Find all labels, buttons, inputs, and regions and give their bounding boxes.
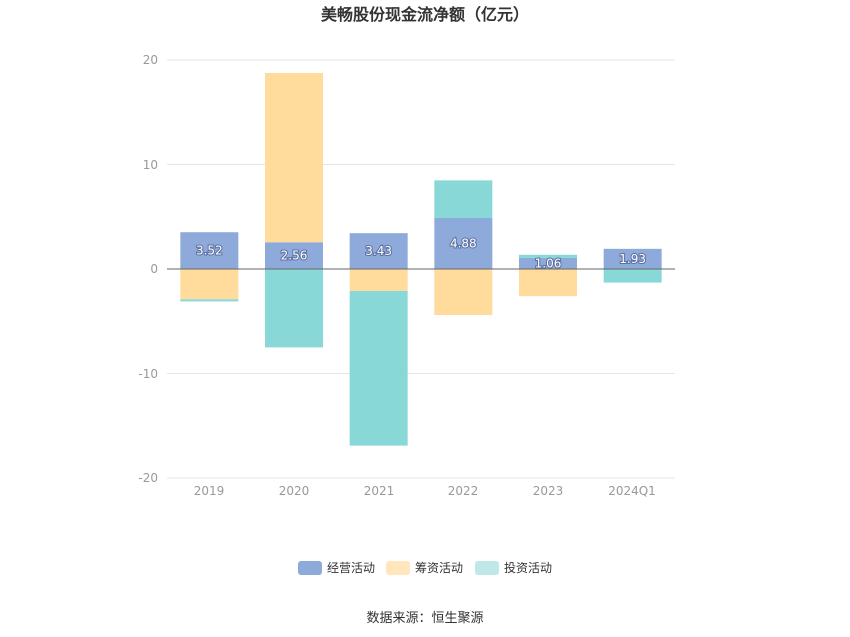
x-tick-label: 2019 (194, 484, 225, 498)
x-tick-label: 2022 (448, 484, 479, 498)
data-label: 3.43 (365, 244, 392, 258)
legend-swatch (298, 561, 322, 575)
data-labels: 3.52 2.56 3.43 4.88 1.06 1.93 (195, 236, 647, 272)
bar-2024Q1-series-2[interactable] (603, 269, 662, 283)
legend-item-investing[interactable]: 投资活动 (475, 560, 552, 575)
grid-lines (167, 59, 675, 479)
x-tick-label: 2020 (279, 484, 310, 498)
chart-title: 美畅股份现金流净额（亿元） (321, 5, 529, 24)
data-label: 2.56 (281, 249, 308, 263)
y-tick-label: -20 (138, 471, 158, 485)
bar-2021-series-2[interactable] (349, 290, 408, 446)
x-tick-label: 2023 (533, 484, 564, 498)
bar-2019-series-0[interactable] (180, 232, 239, 269)
bar-2023-series-1[interactable] (519, 269, 577, 297)
legend-label: 筹资活动 (415, 561, 463, 575)
data-label: 1.93 (619, 252, 646, 266)
bar-2019-series-1[interactable] (180, 269, 239, 300)
bar-2019-series-2[interactable] (180, 299, 239, 302)
bars (180, 72, 662, 446)
bar-2022-series-0[interactable] (434, 218, 493, 269)
bar-2021-series-1[interactable] (349, 269, 408, 291)
data-label: 1.06 (535, 256, 562, 270)
bar-2021-series-0[interactable] (349, 233, 408, 269)
bar-2020-series-0[interactable] (265, 242, 323, 269)
legend: 经营活动 筹资活动 投资活动 (298, 560, 552, 575)
legend-swatch (386, 561, 410, 575)
bar-2023-series-0[interactable] (519, 257, 577, 269)
bar-2023-series-2[interactable] (519, 254, 577, 258)
y-tick-label: 20 (143, 53, 158, 67)
y-tick-label: 10 (143, 158, 158, 172)
bar-2022-series-1[interactable] (434, 269, 493, 315)
data-source: 数据来源：恒生聚源 (366, 611, 483, 626)
x-axis: 2019 2020 2021 2022 2023 2024Q1 (194, 484, 656, 498)
bar-2020-series-2[interactable] (265, 269, 323, 348)
x-tick-label: 2024Q1 (608, 484, 656, 498)
bar-2022-series-2[interactable] (434, 180, 493, 219)
bar-2020-series-1[interactable] (265, 72, 323, 243)
y-tick-label: -10 (138, 367, 158, 381)
legend-label: 投资活动 (504, 560, 552, 575)
legend-item-operating[interactable]: 经营活动 (298, 561, 375, 575)
legend-swatch (475, 561, 499, 575)
y-tick-label: 0 (150, 262, 158, 276)
legend-label: 经营活动 (327, 561, 375, 575)
bar-2024Q1-series-0[interactable] (603, 248, 662, 269)
legend-item-financing[interactable]: 筹资活动 (386, 561, 463, 575)
data-label: 4.88 (450, 237, 477, 251)
x-tick-label: 2021 (364, 484, 395, 498)
y-axis: 20 10 0 -10 -20 (138, 53, 158, 485)
data-label: 3.52 (196, 244, 223, 258)
